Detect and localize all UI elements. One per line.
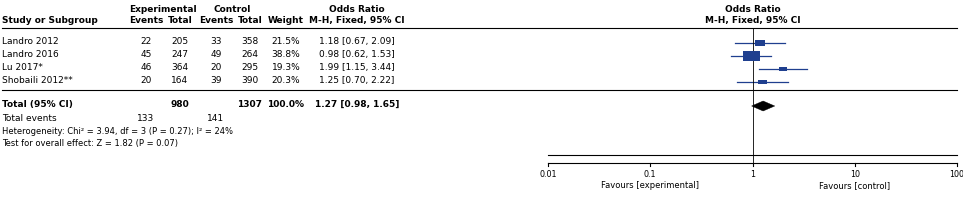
Text: 247: 247 [171, 50, 189, 59]
FancyBboxPatch shape [743, 51, 760, 61]
Text: Landro 2012: Landro 2012 [2, 37, 59, 46]
Polygon shape [751, 101, 775, 111]
Text: M-H, Fixed, 95% CI: M-H, Fixed, 95% CI [309, 16, 404, 25]
FancyBboxPatch shape [758, 80, 767, 84]
Text: 100.0%: 100.0% [268, 100, 304, 109]
Text: Total events: Total events [2, 114, 57, 123]
Text: 980: 980 [170, 100, 190, 109]
Text: Control: Control [214, 5, 251, 14]
Text: Heterogeneity: Chi² = 3.94, df = 3 (P = 0.27); I² = 24%: Heterogeneity: Chi² = 3.94, df = 3 (P = … [2, 127, 233, 136]
Text: 10: 10 [849, 170, 860, 179]
Text: 20: 20 [210, 63, 221, 72]
Text: Total: Total [168, 16, 193, 25]
Text: 100: 100 [950, 170, 963, 179]
Text: Experimental: Experimental [129, 5, 196, 14]
Text: 0.1: 0.1 [644, 170, 657, 179]
Text: Lu 2017*: Lu 2017* [2, 63, 43, 72]
Text: 358: 358 [242, 37, 259, 46]
FancyBboxPatch shape [779, 67, 788, 71]
FancyBboxPatch shape [755, 40, 765, 46]
Text: 264: 264 [242, 50, 258, 59]
Text: Shobaili 2012**: Shobaili 2012** [2, 76, 73, 85]
Text: Events: Events [198, 16, 233, 25]
Text: Study or Subgroup: Study or Subgroup [2, 16, 98, 25]
Text: Total (95% CI): Total (95% CI) [2, 100, 73, 109]
Text: 1.25 [0.70, 2.22]: 1.25 [0.70, 2.22] [320, 76, 395, 85]
Text: Total: Total [238, 16, 262, 25]
Text: 20.3%: 20.3% [272, 76, 300, 85]
Text: Weight: Weight [268, 16, 304, 25]
Text: 364: 364 [171, 63, 189, 72]
Text: 295: 295 [242, 63, 258, 72]
Text: 21.5%: 21.5% [272, 37, 300, 46]
Text: 1.18 [0.67, 2.09]: 1.18 [0.67, 2.09] [319, 37, 395, 46]
Text: 39: 39 [210, 76, 221, 85]
Text: Events: Events [129, 16, 163, 25]
Text: 390: 390 [242, 76, 259, 85]
Text: 22: 22 [141, 37, 151, 46]
Text: 49: 49 [210, 50, 221, 59]
Text: 205: 205 [171, 37, 189, 46]
Text: 19.3%: 19.3% [272, 63, 300, 72]
Text: 0.01: 0.01 [539, 170, 557, 179]
Text: Odds Ratio: Odds Ratio [725, 5, 780, 14]
Text: Landro 2016: Landro 2016 [2, 50, 59, 59]
Text: 1: 1 [750, 170, 755, 179]
Text: 1307: 1307 [238, 100, 263, 109]
Text: 46: 46 [141, 63, 152, 72]
Text: 38.8%: 38.8% [272, 50, 300, 59]
Text: Test for overall effect: Z = 1.82 (P = 0.07): Test for overall effect: Z = 1.82 (P = 0… [2, 139, 178, 148]
Text: 20: 20 [141, 76, 152, 85]
Text: 141: 141 [207, 114, 224, 123]
Text: Odds Ratio: Odds Ratio [329, 5, 385, 14]
Text: 45: 45 [141, 50, 152, 59]
Text: 33: 33 [210, 37, 221, 46]
Text: Favours [control]: Favours [control] [820, 181, 891, 190]
Text: Favours [experimental]: Favours [experimental] [601, 181, 699, 190]
Text: 1.27 [0.98, 1.65]: 1.27 [0.98, 1.65] [315, 100, 400, 109]
Text: 1.99 [1.15, 3.44]: 1.99 [1.15, 3.44] [319, 63, 395, 72]
Text: 164: 164 [171, 76, 189, 85]
Text: 133: 133 [138, 114, 155, 123]
Text: 0.98 [0.62, 1.53]: 0.98 [0.62, 1.53] [319, 50, 395, 59]
Text: M-H, Fixed, 95% CI: M-H, Fixed, 95% CI [705, 16, 800, 25]
